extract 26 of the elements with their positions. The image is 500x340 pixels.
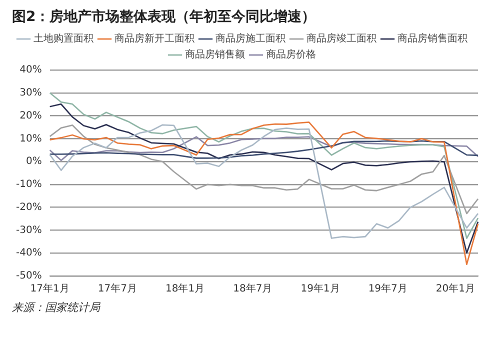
legend-label: 土地购置面积 [34,32,94,45]
y-tick-label: 10% [20,133,42,144]
legend-label: 商品房施工面积 [216,32,286,45]
x-tick-label: 17年1月 [30,282,70,295]
y-tick-label: -40% [16,248,42,259]
legend-label: 商品房新开工面积 [114,32,194,45]
x-tick-label: 19年1月 [300,282,340,295]
y-tick-label: -20% [16,202,42,213]
y-tick-label: -50% [16,270,42,282]
chart-title: 图2：房地产市场整体表现（年初至今同比增速） [12,8,317,26]
x-tick-label: 19年7月 [368,282,408,295]
legend-label: 商品房销售面积 [398,32,468,45]
source-note: 来源：国家统计局 [12,300,102,315]
x-tick-label: 17年7月 [98,282,137,295]
x-tick-label: 18年7月 [233,282,272,295]
legend-label: 商品房竣工面积 [306,32,376,45]
x-tick-label: 20年1月 [436,282,476,295]
y-tick-label: 30% [20,87,42,98]
y-tick-label: 20% [20,110,42,122]
y-tick-label: 0% [26,156,42,168]
y-tick-label: 40% [20,64,42,76]
y-tick-label: -30% [16,224,42,236]
legend-label: 商品房销售额 [185,48,245,61]
y-tick-label: -10% [16,179,42,190]
legend-label: 商品房价格 [266,48,316,61]
x-tick-label: 18年1月 [166,282,205,295]
